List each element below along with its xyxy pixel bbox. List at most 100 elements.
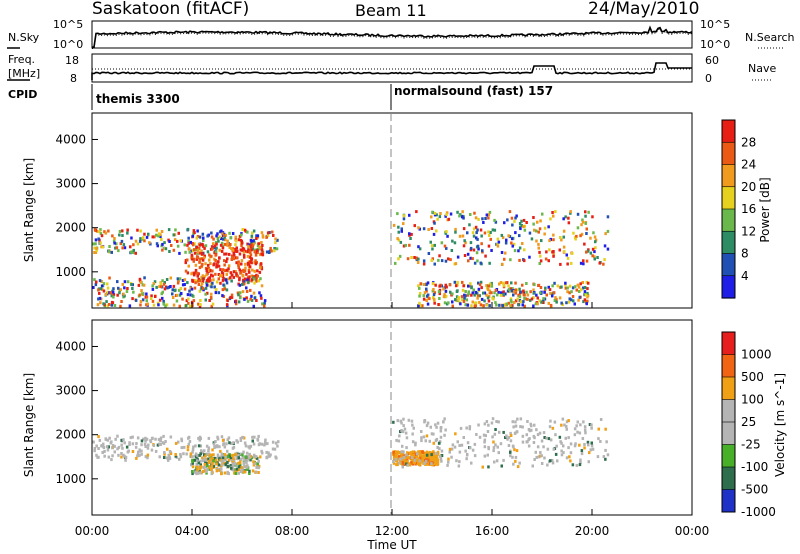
scatter-cell — [167, 285, 171, 289]
scatter-cell — [249, 458, 252, 462]
time-axis-label: Time UT — [366, 538, 417, 552]
scatter-cell — [175, 299, 179, 303]
scatter-cell — [238, 283, 242, 287]
scatter-cell — [443, 433, 446, 437]
scatter-cell — [476, 244, 480, 248]
scatter-cell — [516, 417, 519, 421]
scatter-cell — [208, 279, 211, 283]
scatter-cell — [134, 298, 138, 302]
scatter-cell — [166, 447, 169, 451]
scatter-cell — [430, 432, 434, 436]
scatter-cell — [131, 251, 135, 254]
scatter-cell — [548, 425, 552, 429]
scatter-cell — [537, 283, 541, 287]
scatter-cell — [271, 447, 275, 451]
scatter-cell — [565, 301, 568, 305]
scatter-cell — [392, 420, 395, 424]
scatter-cell — [198, 289, 202, 293]
scatter-cell — [516, 465, 520, 469]
scatter-cell — [97, 288, 100, 292]
scatter-cell — [543, 290, 546, 294]
scatter-cell — [273, 249, 276, 253]
scatter-cell — [267, 453, 270, 457]
scatter-cell — [465, 298, 469, 302]
scatter-cell — [431, 257, 434, 261]
scatter-cell — [592, 231, 595, 235]
scatter-cell — [451, 443, 455, 447]
scatter-cell — [460, 295, 464, 299]
scatter-cell — [227, 458, 231, 462]
scatter-cell — [163, 456, 166, 459]
scatter-cell — [203, 246, 206, 250]
scatter-cell — [430, 215, 433, 219]
scatter-cell — [136, 451, 140, 455]
scatter-cell — [494, 301, 497, 305]
scatter-cell — [113, 450, 116, 454]
scatter-cell — [197, 277, 200, 281]
scatter-cell — [249, 253, 253, 257]
scatter-cell — [162, 282, 166, 286]
scatter-cell — [248, 250, 251, 254]
scatter-cell — [517, 293, 520, 297]
scatter-cell — [159, 285, 163, 289]
scatter-cell — [464, 294, 467, 298]
scatter-cell — [560, 449, 563, 453]
scatter-cell — [258, 270, 262, 274]
scatter-cell — [467, 292, 470, 295]
scatter-cell — [489, 231, 492, 234]
scatter-cell — [188, 247, 191, 251]
scatter-cell — [242, 253, 246, 257]
scatter-cell — [468, 427, 471, 431]
scatter-cell — [222, 295, 225, 298]
scatter-cell — [572, 231, 575, 235]
scatter-cell — [117, 249, 120, 253]
scatter-cell — [234, 243, 237, 247]
scatter-cell — [92, 242, 95, 246]
scatter-cell — [116, 280, 119, 284]
scatter-cell — [500, 251, 504, 254]
scatter-cell — [128, 441, 131, 445]
scatter-cell — [141, 298, 145, 302]
scatter-cell — [204, 244, 208, 248]
scatter-cell — [401, 430, 405, 434]
scatter-cell — [422, 456, 426, 459]
scatter-cell — [579, 458, 582, 462]
scatter-cell — [405, 446, 408, 450]
scatter-cell — [227, 436, 231, 440]
scatter-cell — [209, 269, 212, 273]
scatter-cell — [209, 468, 213, 472]
scatter-cell — [199, 452, 203, 456]
scatter-cell — [502, 290, 505, 294]
scatter-cell — [484, 217, 487, 220]
scatter-cell — [435, 455, 439, 459]
scatter-cell — [218, 445, 221, 449]
scatter-cell — [599, 440, 602, 443]
scatter-cell — [410, 456, 414, 460]
scatter-cell — [215, 265, 218, 268]
scatter-cell — [585, 302, 588, 306]
scatter-cell — [532, 434, 536, 438]
scatter-cell — [469, 246, 473, 250]
nsearch-tick-bottom: 10^0 — [700, 38, 730, 51]
scatter-cell — [394, 261, 397, 265]
scatter-cell — [477, 217, 480, 221]
scatter-cell — [228, 245, 231, 249]
scatter-cell — [224, 233, 227, 237]
scatter-cell — [252, 304, 255, 308]
scatter-cell — [583, 446, 586, 450]
scatter-cell — [195, 462, 198, 466]
scatter-cell — [482, 304, 485, 308]
scatter-cell — [570, 261, 573, 265]
scatter-cell — [100, 284, 104, 288]
scatter-cell — [418, 247, 422, 251]
scatter-cell — [430, 462, 433, 466]
scatter-cell — [248, 469, 251, 473]
scatter-cell — [565, 427, 568, 431]
scatter-cell — [500, 464, 503, 468]
scatter-cell — [118, 230, 122, 233]
scatter-cell — [227, 267, 230, 271]
scatter-cell — [231, 232, 235, 235]
scatter-cell — [392, 452, 395, 456]
